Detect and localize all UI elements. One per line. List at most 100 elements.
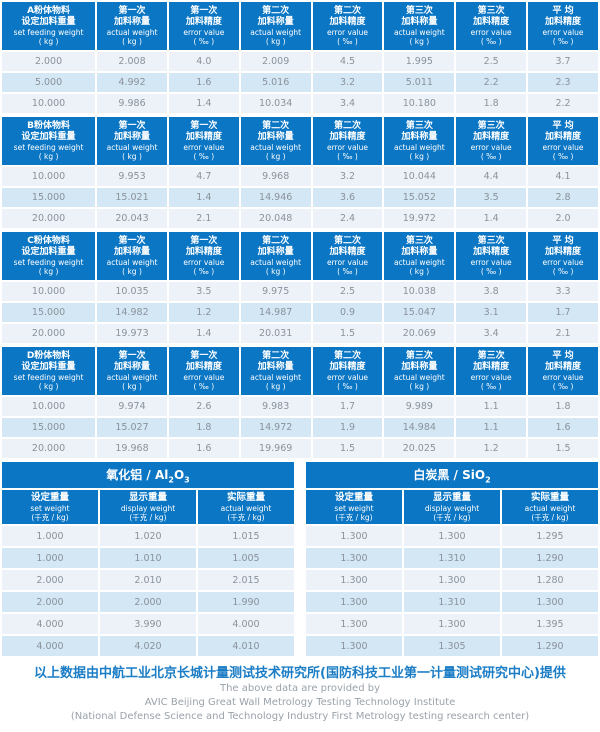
material-title-text: O (173, 467, 185, 482)
powder-data-table: A粉体物料 设定加料重量 set feeding weight( kg ) 第一次 加料… (0, 0, 600, 115)
cell: 3.6 (312, 188, 383, 207)
material-data-table: 白炭黑 / SiO2 设定重量 set weight (千克 / kg) 显示重量 dis… (304, 460, 600, 658)
powder-table-b: B粉体物料 设定加料重量 set feeding weight( kg ) 第一次 加料… (0, 115, 600, 230)
header-label-zh: 第一次 (118, 6, 146, 16)
header-label-zh: A粉体物料 (27, 6, 71, 16)
material-title: 氧化铝 / Al2O3 (2, 462, 294, 488)
cell: 1.310 (404, 592, 500, 612)
cell: 1.300 (502, 592, 598, 612)
header-label-zh: 第二次 (262, 351, 290, 361)
column-header: 第一次 加料精度 error value( ‰ ) (168, 347, 239, 395)
column-header: 第一次 加料精度 error value( ‰ ) (168, 2, 239, 50)
column-header: D粉体物料 设定加料重量 set feeding weight( kg ) (2, 347, 96, 395)
footer-attribution-en-2: AVIC Beijing Great Wall Metrology Testin… (144, 697, 456, 708)
column-header: 第二次 加料称量 actual weight( kg ) (240, 117, 311, 165)
header-label-en: ( kg ) (409, 37, 430, 46)
cell: 3.2 (312, 73, 383, 92)
cell: 2.3 (528, 73, 598, 92)
column-header: 平 均加料精度 error value( ‰ ) (528, 232, 598, 280)
table-row: 10.000 10.035 3.5 9.975 2.5 10.038 3.8 3.3 (2, 282, 598, 301)
cell: 3.8 (456, 282, 527, 301)
header-label-en: ( ‰ ) (480, 382, 502, 391)
header-label-zh: 加料称量 (401, 17, 438, 27)
header-label-en: ( kg ) (38, 267, 59, 276)
header-label-en: error value (326, 143, 369, 152)
column-header: 设定重量 set weight (千克 / kg) (306, 490, 402, 524)
cell: 1.4 (456, 209, 527, 228)
header-label-en: error value (542, 258, 584, 267)
header-label-zh: C粉体物料 (27, 236, 70, 246)
header-label-zh: 第一次 (190, 121, 218, 131)
header-label-zh: 加料称量 (257, 132, 294, 142)
table-row: 4.000 4.020 4.010 (2, 636, 294, 656)
header-label-zh: 加料称量 (114, 17, 151, 27)
cell: 1.020 (100, 526, 196, 546)
header-label-en: set feeding weight (13, 258, 84, 267)
header-label-zh: 第三次 (477, 121, 505, 131)
header-label-en: ( ‰ ) (480, 37, 502, 46)
header-row: C粉体物料 设定加料重量 set feeding weight( kg ) 第一次 加料… (2, 232, 598, 280)
header-label-zh: 实际重量 (530, 492, 569, 503)
cell: 15.052 (384, 188, 455, 207)
cell: 1.2 (456, 439, 527, 458)
table-row: 1.000 1.010 1.005 (2, 548, 294, 568)
cell: 15.047 (384, 303, 455, 322)
cell: 1.300 (404, 614, 500, 634)
column-header: 第三次 加料精度 error value( ‰ ) (456, 347, 527, 395)
cell: 19.973 (97, 324, 167, 343)
cell: 2.009 (240, 52, 311, 71)
header-label-en: ( kg ) (265, 267, 286, 276)
column-header: 平 均加料精度 error value( ‰ ) (528, 117, 598, 165)
column-header: 第一次 加料称量 actual weight( kg ) (97, 2, 167, 50)
cell: 4.4 (456, 167, 527, 186)
cell: 1.305 (404, 636, 500, 656)
footer: 以上数据由中航工业北京长城计量测试技术研究所(国防科技工业第一计量测试研究中心)… (0, 665, 600, 724)
table-row: 15.000 15.027 1.8 14.972 1.9 14.984 1.1 1.6 (2, 418, 598, 437)
material-title-text: 白炭黑 / SiO (413, 467, 486, 482)
cell: 9.983 (240, 397, 311, 416)
table-row: 1.300 1.300 1.395 (306, 614, 598, 634)
column-header: 第三次 加料精度 error value( ‰ ) (456, 117, 527, 165)
column-header: 第三次 加料精度 error value( ‰ ) (456, 232, 527, 280)
header-label-en: ( ‰ ) (552, 152, 574, 161)
header-label-en: actual weight (220, 504, 272, 513)
header-label-en: ( ‰ ) (480, 267, 502, 276)
header-label-en: error value (542, 143, 584, 152)
table-row: 1.300 1.310 1.300 (306, 592, 598, 612)
cell: 3.4 (312, 94, 383, 113)
header-label-en: error value (183, 143, 225, 152)
cell: 20.043 (97, 209, 167, 228)
header-label-zh: 设定加料重量 (21, 247, 76, 257)
cell: 1.300 (306, 592, 402, 612)
column-header: 第二次 加料精度 error value( ‰ ) (312, 347, 383, 395)
column-header: 实际重量 actual weight (千克 / kg) (198, 490, 294, 524)
cell: 14.972 (240, 418, 311, 437)
cell: 20.048 (240, 209, 311, 228)
header-label-zh: 第三次 (405, 121, 433, 131)
cell: 1.8 (168, 418, 239, 437)
header-label-zh: 加料称量 (401, 362, 438, 372)
column-header: 第二次 加料精度 error value( ‰ ) (312, 117, 383, 165)
header-label-zh: 加料精度 (545, 362, 582, 372)
header-label-zh: B粉体物料 (27, 121, 70, 131)
header-label-zh: 第二次 (262, 6, 290, 16)
header-row: B粉体物料 设定加料重量 set feeding weight( kg ) 第一次 加料… (2, 117, 598, 165)
header-row: A粉体物料 设定加料重量 set feeding weight( kg ) 第一次 加料… (2, 2, 598, 50)
cell: 20.069 (384, 324, 455, 343)
header-label-en: actual weight (250, 258, 302, 267)
column-header: 显示重量 display weight (千克 / kg) (100, 490, 196, 524)
material-title-text: 氧化铝 / Al (106, 467, 169, 482)
header-label-zh: 设定加料重量 (21, 17, 76, 27)
cell: 1.995 (384, 52, 455, 71)
column-header: 第一次 加料称量 actual weight( kg ) (97, 232, 167, 280)
header-label-zh: 加料称量 (401, 247, 438, 257)
cell: 2.5 (456, 52, 527, 71)
header-label-zh: 加料精度 (329, 247, 366, 257)
cell: 1.4 (168, 94, 239, 113)
table-row: 1.300 1.305 1.290 (306, 636, 598, 656)
table-row: 2.000 2.008 4.0 2.009 4.5 1.995 2.5 3.7 (2, 52, 598, 71)
header-label-en: error value (326, 28, 369, 37)
column-header: 平 均加料精度 error value( ‰ ) (528, 347, 598, 395)
header-label-en: display weight (120, 504, 176, 513)
